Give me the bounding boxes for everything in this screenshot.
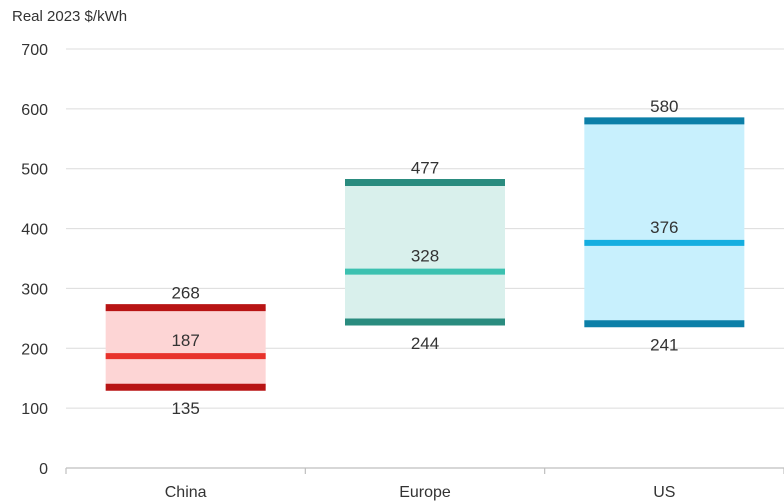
y-axis-label: Real 2023 $/kWh [12, 8, 127, 25]
mid-value-label: 376 [650, 218, 678, 237]
y-tick-label: 400 [21, 222, 48, 239]
low-value-label: 244 [411, 334, 439, 353]
x-axis [65, 467, 784, 474]
range-bar-us: 580 376 241 [584, 97, 745, 355]
high-value-label: 477 [411, 158, 439, 177]
high-value-label: 580 [650, 97, 678, 116]
mid-value-label: 187 [171, 331, 199, 350]
y-tick-label: 200 [21, 341, 48, 358]
range-box [345, 182, 505, 322]
y-tick-labels: 0 100 200 300 400 500 600 700 [21, 42, 48, 478]
category-label: US [653, 484, 675, 501]
y-tick-label: 500 [21, 162, 48, 179]
high-value-label: 268 [171, 284, 199, 303]
range-bar-china: 268 187 135 [105, 284, 266, 418]
y-tick-label: 0 [39, 461, 48, 478]
range-bar-europe: 477 328 244 [345, 158, 505, 353]
range-box [584, 120, 745, 324]
category-label: China [165, 484, 207, 501]
low-value-label: 241 [650, 336, 678, 355]
range-box [105, 307, 266, 388]
low-value-label: 135 [171, 399, 199, 418]
y-tick-label: 700 [21, 42, 48, 59]
range-bars: 268 187 135 477 328 244 580 376 241 [105, 97, 745, 418]
y-tick-label: 100 [21, 401, 48, 418]
category-label: Europe [399, 484, 451, 501]
y-tick-label: 600 [21, 102, 48, 119]
mid-value-label: 328 [411, 247, 439, 266]
category-labels: China Europe US [165, 484, 676, 501]
y-tick-label: 300 [21, 281, 48, 298]
